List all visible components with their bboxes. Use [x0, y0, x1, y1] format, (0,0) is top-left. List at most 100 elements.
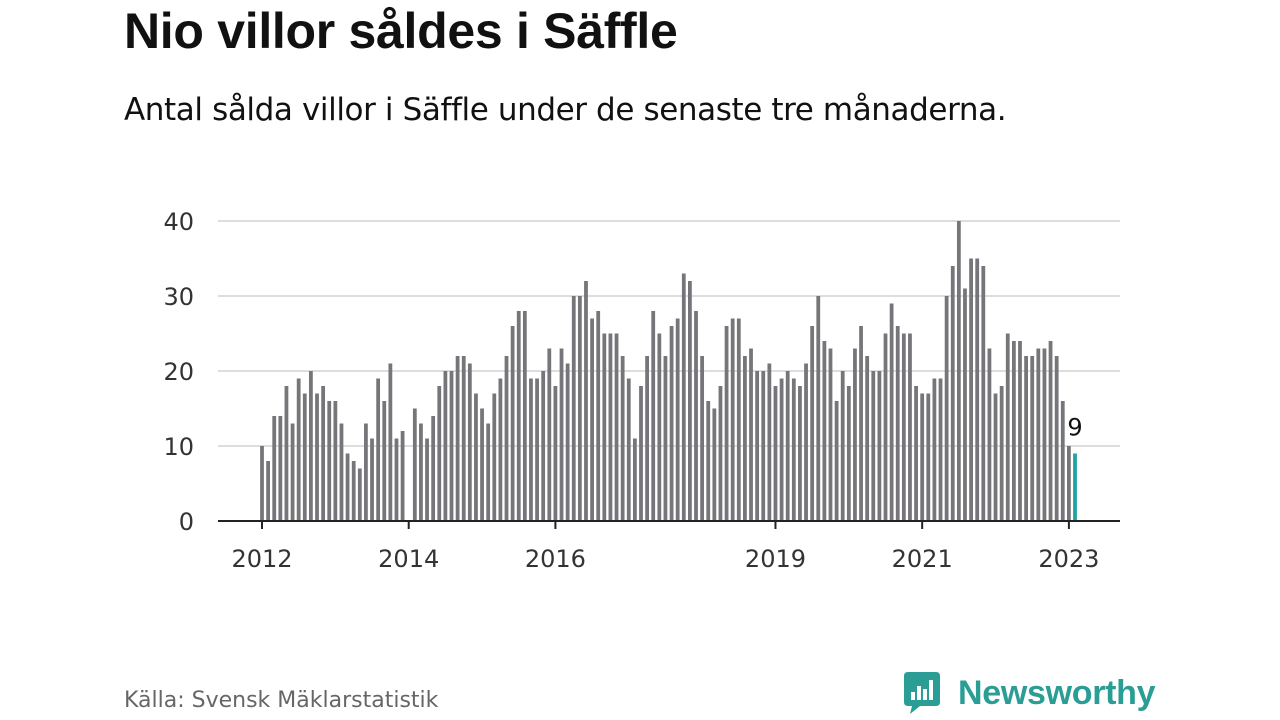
x-tick-label: 2016 [525, 545, 586, 573]
bar [920, 393, 925, 521]
bar [840, 371, 845, 521]
bar [412, 408, 417, 521]
bar [504, 356, 509, 521]
bar [522, 311, 527, 521]
bar [602, 333, 607, 521]
bar [712, 408, 717, 521]
bar [510, 326, 515, 521]
bar [620, 356, 625, 521]
brand-name: Newsworthy [958, 673, 1156, 712]
bar [309, 371, 313, 521]
bar [810, 326, 815, 521]
bar [645, 356, 650, 521]
bar [700, 356, 705, 521]
bar [626, 378, 631, 521]
bar [981, 266, 986, 521]
bar [1018, 341, 1022, 521]
bar [828, 348, 833, 521]
bar [999, 386, 1004, 521]
y-axis-labels: 0 10 20 30 40 [163, 208, 194, 536]
x-tick-label: 2021 [892, 545, 953, 573]
x-tick-label: 2012 [231, 545, 292, 573]
bar [877, 371, 882, 521]
bar [883, 333, 888, 521]
bar [675, 318, 680, 521]
bar [467, 363, 472, 521]
y-tick-label: 20 [163, 358, 194, 386]
bar [755, 371, 760, 521]
bars [260, 221, 1077, 521]
bar [681, 273, 686, 521]
chart-title: Nio villor såldes i Säffle [124, 3, 678, 59]
bar [816, 296, 821, 521]
bar [278, 416, 283, 521]
bar [932, 378, 937, 521]
bar [394, 438, 399, 521]
bar [296, 378, 301, 521]
bar [639, 386, 643, 521]
bar [559, 348, 564, 521]
bar [669, 326, 674, 521]
bar [498, 378, 503, 521]
bar [773, 386, 778, 521]
newsworthy-logo-icon [904, 672, 940, 714]
bar [370, 438, 374, 521]
bar [846, 386, 851, 521]
bar [895, 326, 900, 521]
bar [706, 401, 711, 521]
bar [1036, 348, 1041, 521]
chart-subtitle: Antal sålda villor i Säffle under de sen… [124, 92, 1007, 128]
bar [321, 386, 326, 521]
bar [853, 348, 857, 521]
bar [272, 416, 277, 521]
bar [938, 378, 943, 521]
bar [767, 363, 772, 521]
bar [889, 303, 894, 521]
bar [687, 281, 692, 521]
bar [987, 348, 992, 521]
bar-chart: 0 10 20 30 40 2012 2014 2016 2019 2021 2023 9 [163, 208, 1120, 573]
bar [926, 393, 931, 521]
bar [950, 266, 955, 521]
bar [290, 423, 295, 521]
bar [956, 221, 961, 521]
bar [663, 356, 668, 521]
x-axis: 2012 2014 2016 2019 2021 2023 [218, 520, 1120, 573]
bar [1024, 356, 1028, 521]
bar [388, 363, 393, 521]
bar [694, 311, 698, 521]
bar [785, 371, 790, 521]
bar [614, 333, 619, 521]
bar [963, 288, 967, 521]
bar [529, 378, 533, 521]
bar [1011, 341, 1016, 521]
bar [541, 371, 546, 521]
bar [822, 341, 827, 521]
bar [1066, 446, 1071, 521]
bar [975, 258, 980, 521]
bar [914, 386, 918, 521]
bar [577, 296, 582, 521]
bar [1054, 356, 1059, 521]
source-note: Källa: Svensk Mäklarstatistik [124, 688, 439, 713]
bar [351, 461, 356, 521]
bar [535, 378, 539, 521]
y-tick-label: 40 [163, 208, 194, 236]
bar [718, 386, 723, 521]
bar [1005, 333, 1010, 521]
bar [492, 393, 497, 521]
bar [761, 371, 766, 521]
bar [1048, 341, 1053, 521]
bar [944, 296, 949, 521]
brand-logo[interactable]: Newsworthy [902, 670, 1156, 716]
bar [565, 363, 570, 521]
bar [339, 423, 344, 521]
bar [260, 446, 264, 521]
bar [571, 296, 576, 521]
bar [364, 423, 368, 521]
bar [908, 333, 912, 521]
x-tick-label: 2023 [1038, 545, 1099, 573]
bar [333, 401, 338, 521]
bar [901, 333, 906, 521]
bar [749, 348, 753, 521]
